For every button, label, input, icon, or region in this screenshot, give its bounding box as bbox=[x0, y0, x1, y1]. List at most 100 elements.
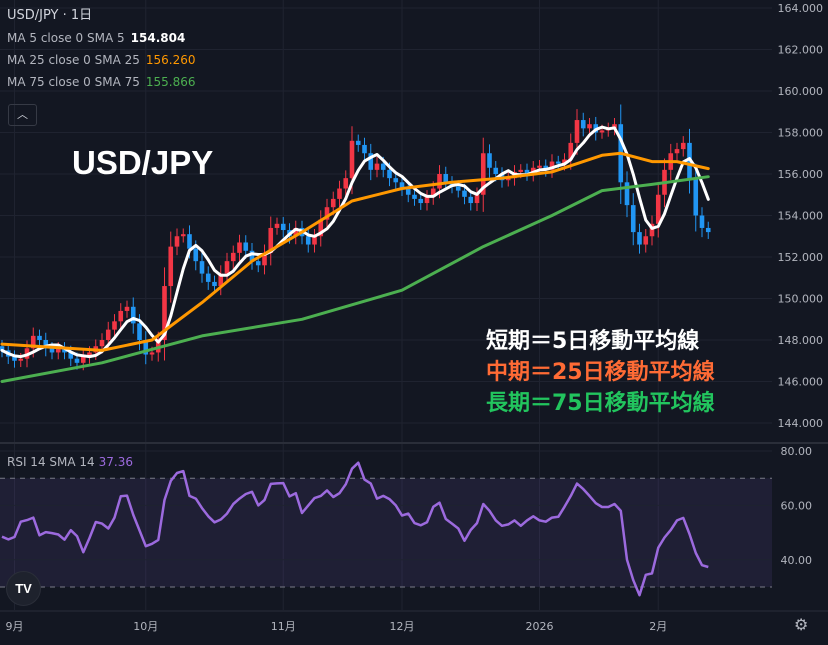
candle-body bbox=[274, 223, 280, 228]
candle-body bbox=[374, 163, 380, 170]
annotation-title: USD/JPY bbox=[72, 144, 214, 181]
candle-body bbox=[380, 163, 386, 170]
candle bbox=[118, 303, 124, 330]
candle-body bbox=[474, 194, 480, 204]
rsi-band bbox=[0, 478, 772, 587]
candle-body bbox=[587, 124, 592, 129]
candle bbox=[418, 192, 424, 210]
candle-body bbox=[343, 178, 349, 189]
candle-body bbox=[174, 236, 180, 247]
candle bbox=[312, 228, 317, 253]
candle-body bbox=[87, 352, 92, 357]
candle-body bbox=[399, 182, 405, 189]
candle bbox=[587, 117, 592, 136]
candle-body bbox=[149, 352, 155, 355]
candle-body bbox=[355, 140, 361, 145]
ma5-value: 154.804 bbox=[130, 31, 186, 45]
symbol-title[interactable]: USD/JPY · 1日 bbox=[7, 8, 93, 23]
candle bbox=[274, 217, 280, 235]
candle-body bbox=[418, 198, 424, 204]
rsi-legend[interactable]: RSI 14 SMA 14 37.36 bbox=[7, 455, 134, 469]
candle bbox=[699, 207, 705, 238]
time-tick-label: 2月 bbox=[649, 620, 667, 633]
candle-body bbox=[124, 306, 130, 311]
candle bbox=[649, 215, 655, 246]
chart-legend: USD/JPY · 1日 MA 5 close 0 SMA 5 154.804 M… bbox=[7, 8, 196, 96]
candle bbox=[124, 300, 130, 318]
candle-body bbox=[237, 242, 242, 253]
candle bbox=[205, 266, 211, 290]
candle-body bbox=[580, 120, 586, 129]
collapse-legend-button[interactable]: ︿ bbox=[8, 104, 37, 126]
rsi-tick-label: 80.00 bbox=[781, 445, 813, 458]
candle-body bbox=[199, 261, 205, 274]
candle-body bbox=[255, 261, 261, 266]
candle bbox=[224, 252, 230, 283]
candle bbox=[249, 242, 255, 270]
candle-body bbox=[293, 227, 299, 237]
candle bbox=[574, 109, 580, 155]
candle-body bbox=[143, 340, 149, 355]
ma75-legend[interactable]: MA 75 close 0 SMA 75 155.866 bbox=[7, 75, 196, 89]
candle-body bbox=[43, 340, 49, 349]
candle bbox=[549, 154, 555, 178]
price-tick-label: 162.000 bbox=[778, 44, 824, 57]
candle bbox=[624, 171, 630, 218]
candle-body bbox=[599, 130, 605, 133]
candle-body bbox=[405, 188, 411, 195]
candle bbox=[343, 170, 349, 198]
candle-body bbox=[543, 165, 549, 170]
candle bbox=[318, 210, 324, 247]
candle-body bbox=[518, 169, 524, 172]
rsi-tick-label: 40.00 bbox=[781, 554, 813, 567]
ma25-value: 156.260 bbox=[145, 53, 196, 67]
candle-body bbox=[537, 165, 542, 168]
candle-body bbox=[55, 348, 61, 353]
price-tick-label: 160.000 bbox=[778, 85, 824, 98]
candle bbox=[680, 136, 686, 157]
ma25-legend[interactable]: MA 25 close 0 SMA 25 156.260 bbox=[7, 53, 196, 67]
ma5-legend[interactable]: MA 5 close 0 SMA 5 154.804 bbox=[7, 31, 186, 45]
time-tick-label: 2026 bbox=[526, 620, 554, 633]
price-tick-label: 150.000 bbox=[778, 293, 824, 306]
candle-body bbox=[524, 169, 530, 174]
gear-icon[interactable]: ⚙ bbox=[794, 615, 809, 634]
candle bbox=[580, 112, 586, 137]
candle-body bbox=[468, 196, 474, 204]
ma-line-ma5 bbox=[0, 125, 710, 359]
candle bbox=[362, 137, 367, 162]
candle bbox=[262, 244, 267, 275]
candle bbox=[143, 331, 149, 365]
price-tick-label: 158.000 bbox=[778, 127, 824, 140]
candle bbox=[199, 252, 205, 283]
candle-body bbox=[680, 142, 686, 150]
candle bbox=[280, 217, 286, 238]
candle-body bbox=[337, 188, 342, 199]
candle-body bbox=[699, 215, 705, 228]
candle-body bbox=[205, 273, 211, 282]
candle-body bbox=[262, 252, 267, 266]
candle-body bbox=[280, 223, 286, 231]
candle bbox=[230, 245, 236, 270]
tradingview-logo[interactable]: TV bbox=[6, 571, 41, 606]
time-tick-label: 10月 bbox=[133, 620, 158, 633]
candle-body bbox=[505, 178, 511, 181]
candle-body bbox=[18, 358, 24, 361]
candle bbox=[443, 166, 449, 191]
annotation-short-term: 短期＝5日移動平均線 bbox=[486, 329, 700, 354]
time-tick-label: 9月 bbox=[6, 620, 24, 633]
candle bbox=[568, 133, 574, 170]
candle bbox=[37, 329, 42, 347]
candle-body bbox=[349, 140, 355, 179]
candle bbox=[674, 142, 680, 161]
rsi-value: 37.36 bbox=[98, 455, 134, 469]
candle-body bbox=[612, 124, 617, 129]
candle-body bbox=[624, 182, 630, 206]
candle-body bbox=[430, 188, 436, 197]
chevron-up-icon: ︿ bbox=[17, 108, 28, 121]
candle-body bbox=[568, 142, 574, 160]
candle-body bbox=[643, 236, 649, 245]
candle-body bbox=[555, 161, 561, 164]
candle-body bbox=[649, 223, 655, 237]
